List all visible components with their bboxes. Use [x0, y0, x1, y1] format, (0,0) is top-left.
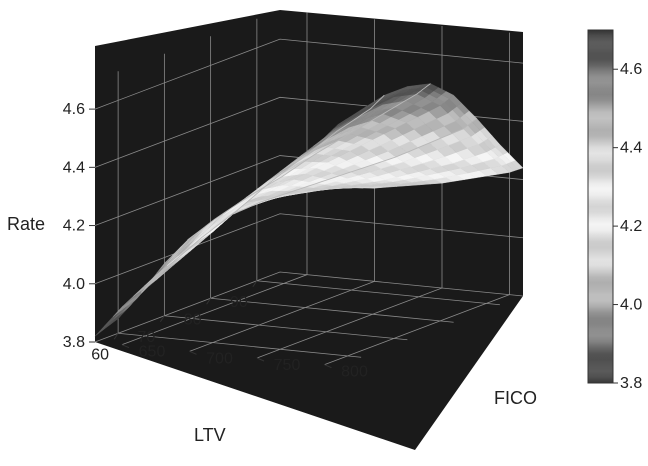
fico-axis-ticks: 650 700 750 800 [121, 344, 368, 381]
ltv-tick-mark [113, 332, 119, 340]
colorbar [587, 29, 614, 384]
colorbar-tick-label: 4.4 [620, 140, 642, 157]
contour-line [187, 83, 431, 241]
surface-patch [333, 119, 346, 129]
fico-tick-label: 750 [274, 357, 301, 374]
grid-line [324, 32, 510, 366]
grid-line [121, 12, 308, 346]
colorbar-tick-label: 4.6 [620, 61, 642, 78]
back-wall-left [95, 10, 280, 342]
ltv-axis-ticks: 90 80 70 60 [91, 280, 258, 363]
ltv-tick-label: 70 [137, 329, 155, 346]
fico-axis-label: FICO [494, 388, 537, 408]
colorbar-ticks: 3.8 4.0 4.2 4.4 4.6 [613, 61, 642, 392]
fico-tick-mark [324, 364, 332, 369]
ltv-tick-mark [252, 280, 258, 288]
z-tick-label: 3.8 [63, 334, 85, 351]
contour-line [140, 94, 385, 293]
ltv-tick-label: 60 [91, 346, 109, 363]
z-tick-label: 4.6 [63, 101, 85, 118]
fico-tick-label: 700 [206, 350, 233, 367]
z-axis-ticks: 3.8 4.0 4.2 4.4 4.6 [63, 101, 95, 351]
fico-tick-mark [121, 344, 130, 349]
ltv-tick-label: 90 [230, 294, 248, 311]
z-axis-label: Rate [7, 214, 45, 234]
fico-tick-mark [189, 350, 197, 355]
floor-pane [95, 272, 523, 450]
ltv-tick-mark [206, 297, 212, 305]
colorbar-tick-label: 3.8 [620, 375, 642, 392]
colorbar-tick-label: 4.0 [620, 297, 642, 314]
ltv-axis-label: LTV [194, 425, 226, 445]
z-tick-label: 4.0 [63, 276, 85, 293]
z-tick-label: 4.2 [63, 218, 85, 235]
z-tick-label: 4.4 [63, 159, 85, 176]
colorbar-tick-label: 4.2 [620, 218, 642, 235]
fico-tick-mark [256, 357, 265, 362]
fico-tick-label: 800 [341, 364, 368, 381]
contour-line [233, 118, 478, 215]
ltv-tick-mark [159, 315, 165, 323]
ltv-tick-label: 80 [184, 311, 202, 328]
fico-tick-label: 650 [139, 344, 166, 361]
contour-lines [140, 83, 478, 293]
rate-surface [94, 83, 524, 337]
